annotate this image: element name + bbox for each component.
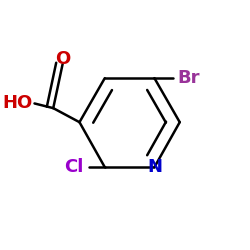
Text: O: O <box>55 50 70 68</box>
Text: Br: Br <box>177 69 200 87</box>
Text: Cl: Cl <box>64 158 83 176</box>
Text: HO: HO <box>2 94 33 112</box>
Text: N: N <box>147 158 162 176</box>
